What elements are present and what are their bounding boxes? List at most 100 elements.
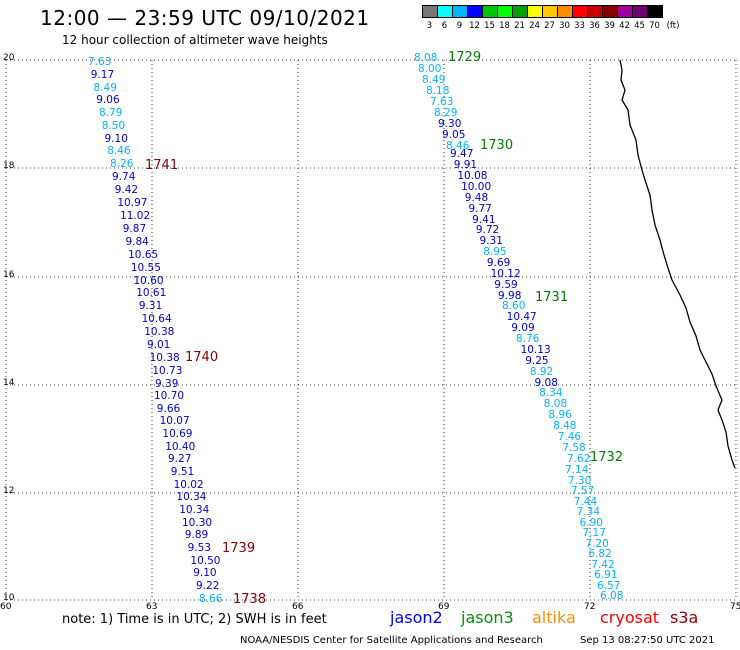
wave-height-value: 10.60: [133, 274, 164, 287]
wave-height-value: 10.34: [179, 504, 210, 516]
scale-label: 18: [499, 21, 510, 31]
wave-height-value: 9.01: [146, 339, 171, 352]
wave-height-value: 8.29: [434, 107, 458, 119]
longitude-label: 69: [438, 602, 450, 612]
scale-label: 70: [649, 21, 660, 31]
scale-label: 9: [456, 21, 463, 31]
latitude-label: 18: [3, 161, 15, 171]
track-id-label: 1731: [535, 290, 569, 305]
wave-height-value: 10.30: [182, 516, 213, 529]
wave-height-value: 6.82: [588, 548, 612, 560]
wave-height-value: 10.38: [144, 326, 175, 339]
wave-height-value: 7.42: [591, 558, 615, 571]
wave-height-value: 9.87: [122, 222, 147, 235]
wave-height-value: 9.84: [125, 235, 149, 248]
scale-label: 6: [441, 21, 448, 31]
generated-timestamp: Sep 13 08:27:50 UTC 2021: [580, 635, 715, 646]
wave-height-value: 10.07: [159, 415, 190, 428]
wave-height-value: 7.30: [567, 474, 592, 487]
wave-height-value: 8.08: [414, 52, 438, 64]
wave-height-value: 10.61: [136, 287, 167, 300]
wave-height-value: 9.31: [479, 235, 503, 248]
wave-height-value: 9.77: [468, 202, 492, 215]
wave-height-value: 8.96: [548, 409, 572, 422]
wave-height-value: 10.40: [165, 440, 196, 453]
wave-height-value: 10.55: [130, 261, 161, 274]
wave-height-value: 10.50: [190, 554, 221, 567]
latitude-label: 16: [3, 270, 15, 280]
note-text: note: 1) Time is in UTC; 2) SWH is in fe…: [62, 612, 327, 627]
wave-height-value: 10.73: [152, 365, 183, 378]
wave-height-value: 7.17: [582, 527, 606, 539]
longitude-label: 60: [0, 602, 12, 612]
wave-height-value: 9.98: [498, 290, 522, 302]
wave-height-value: 10.70: [154, 390, 185, 402]
wave-height-value: 10.00: [461, 180, 492, 193]
wave-height-value: 9.72: [475, 224, 500, 237]
wave-height-value: 9.53: [187, 542, 211, 554]
track-id-label: 1729: [448, 50, 482, 65]
scale-label: 30: [559, 21, 570, 31]
wave-height-value: 9.08: [534, 376, 558, 389]
wave-height-value: 9.27: [168, 453, 192, 466]
latitude-label: 14: [3, 378, 15, 388]
map-subtitle: 12 hour collection of altimeter wave hei…: [62, 33, 328, 47]
wave-height-value: 9.69: [486, 257, 511, 270]
wave-height-value: 8.08: [543, 398, 568, 411]
longitude-label: 75: [730, 602, 740, 612]
scale-swatch: [647, 5, 663, 18]
latitude-label: 20: [3, 53, 15, 63]
wave-height-value: 8.50: [101, 119, 126, 132]
wave-height-value: 8.00: [418, 63, 442, 75]
wave-height-value: 9.47: [450, 148, 474, 160]
wave-height-value: 8.34: [539, 387, 563, 400]
track-id-label: 1732: [590, 450, 624, 465]
wave-height-value: 8.49: [422, 74, 446, 86]
scale-label: 15: [484, 21, 495, 31]
wave-height-value: 8.18: [426, 85, 450, 97]
scale-label: 27: [544, 21, 555, 31]
wave-height-value: 7.34: [576, 506, 601, 518]
map-title: 12:00 — 23:59 UTC 09/10/2021: [40, 6, 370, 30]
track-id-label: 1739: [222, 541, 256, 556]
wave-height-value: 8.92: [529, 365, 554, 378]
wave-height-value: 7.46: [557, 431, 582, 444]
wave-height-value: 9.25: [525, 354, 549, 367]
wave-height-value: 9.39: [155, 378, 179, 390]
wave-height-value: 8.49: [93, 81, 117, 94]
wave-height-value: 10.47: [506, 310, 537, 323]
wave-height-value: 9.89: [184, 529, 209, 542]
wave-height-value: 10.64: [141, 313, 172, 326]
scale-label: 12: [469, 21, 480, 31]
wave-height-value: 9.10: [193, 567, 217, 580]
scale-label: 21: [514, 21, 525, 31]
wave-height-value: 9.10: [104, 132, 128, 145]
wave-height-value: 10.97: [117, 196, 148, 209]
wave-height-value: 7.14: [565, 464, 589, 476]
legend-altika: altika: [532, 608, 576, 627]
legend-s3a: s3a: [670, 608, 699, 627]
wave-height-value: 7.63: [430, 96, 454, 108]
longitude-label: 66: [292, 602, 304, 612]
wave-height-value: 10.38: [149, 352, 180, 365]
wave-height-value: 9.30: [438, 118, 462, 130]
track-id-label: 1730: [480, 138, 514, 153]
coastline: [619, 59, 736, 469]
wave-height-value: 10.69: [162, 428, 193, 440]
wave-height-value: 8.46: [446, 140, 470, 152]
wave-height-value: 6.90: [579, 516, 603, 529]
wave-height-value: 7.63: [88, 56, 112, 68]
legend-cryosat: cryosat: [600, 608, 660, 627]
wave-height-value: 9.91: [453, 158, 478, 171]
wave-height-value: 8.60: [502, 300, 526, 312]
wave-height-value: 7.58: [562, 442, 586, 455]
latitude-label: 12: [3, 486, 15, 496]
color-scale-labels: 3 6 9 12 15 18 21 24 27 30 33 36 39 42 45 70 (ft): [422, 21, 684, 31]
scale-label: 24: [529, 21, 540, 31]
wave-height-value: 7.62: [567, 453, 591, 465]
legend-jason3: jason3: [461, 608, 514, 627]
scale-label: 39: [604, 21, 615, 31]
wave-height-value: 8.46: [107, 145, 131, 158]
wave-height-value: 9.31: [138, 300, 163, 313]
